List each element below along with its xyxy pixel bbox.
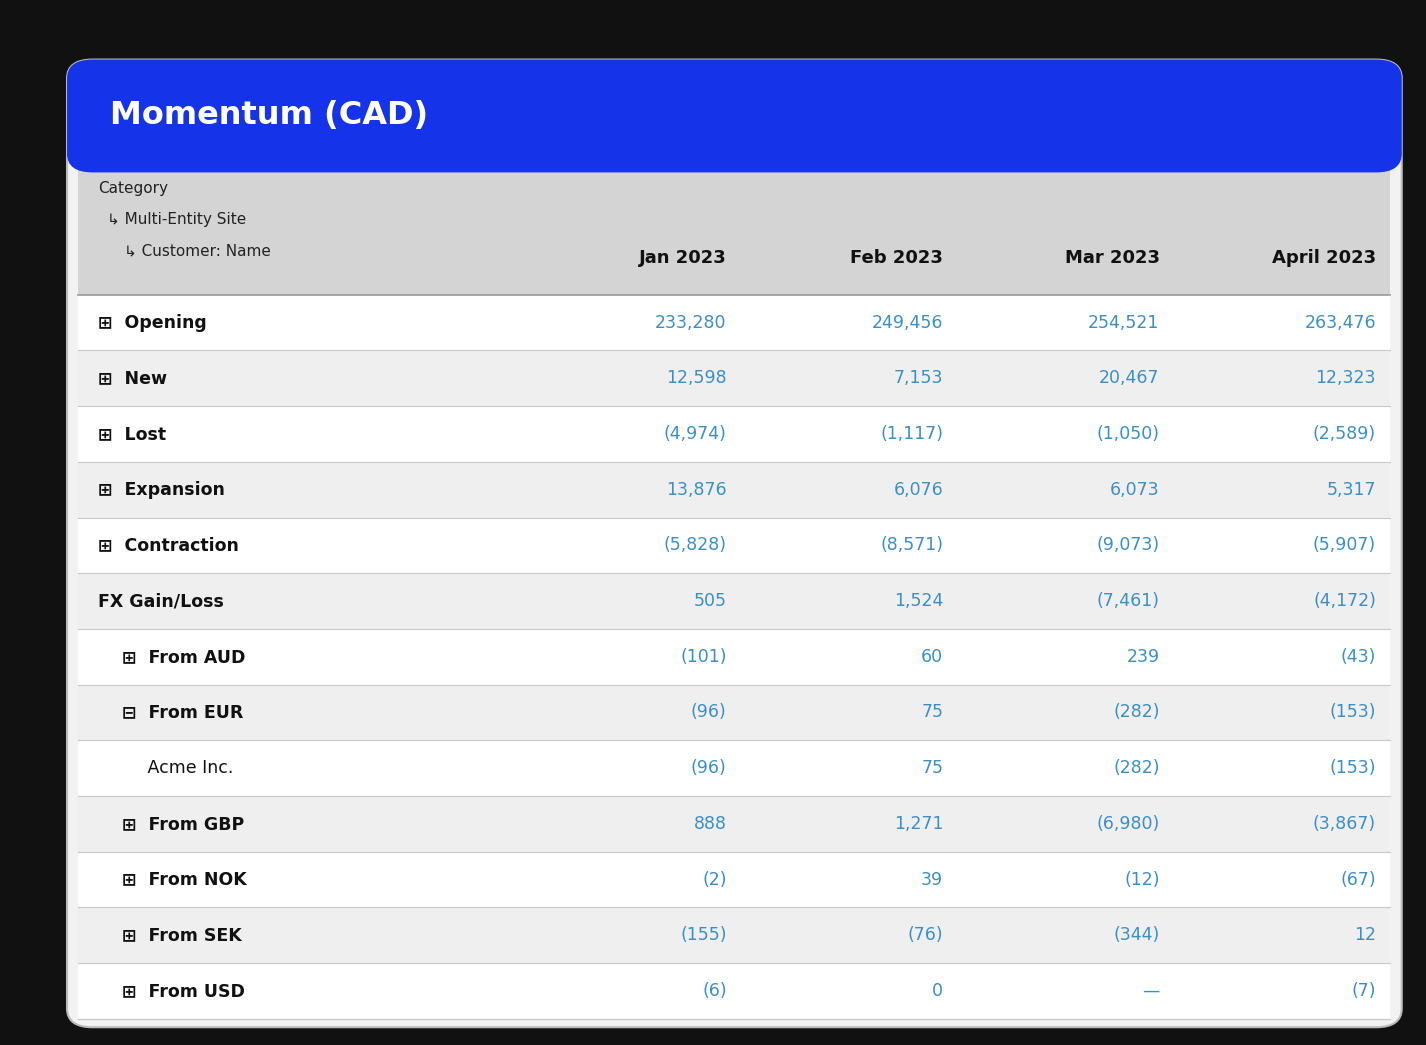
Text: (3,867): (3,867)	[1313, 815, 1376, 833]
Text: (7): (7)	[1352, 982, 1376, 1000]
Text: (344): (344)	[1114, 926, 1159, 945]
Text: 6,073: 6,073	[1109, 481, 1159, 498]
Text: ⊞  Opening: ⊞ Opening	[98, 314, 207, 331]
Text: ⊞  Contraction: ⊞ Contraction	[98, 536, 240, 554]
Text: 75: 75	[921, 703, 943, 721]
Text: (153): (153)	[1329, 703, 1376, 721]
Text: Category: Category	[98, 181, 168, 195]
Text: (2,589): (2,589)	[1313, 425, 1376, 443]
Text: (1,050): (1,050)	[1097, 425, 1159, 443]
Text: Feb 2023: Feb 2023	[850, 249, 943, 268]
Text: (8,571): (8,571)	[880, 536, 943, 554]
Text: (282): (282)	[1114, 703, 1159, 721]
Text: Mar 2023: Mar 2023	[1065, 249, 1159, 268]
Text: April 2023: April 2023	[1272, 249, 1376, 268]
Bar	[78, 462, 1390, 517]
Text: Momentum (CAD): Momentum (CAD)	[110, 100, 428, 132]
Text: Acme Inc.: Acme Inc.	[98, 760, 234, 777]
Bar	[78, 164, 1390, 295]
Text: —: —	[1142, 982, 1159, 1000]
Text: (6,980): (6,980)	[1097, 815, 1159, 833]
Text: 5,317: 5,317	[1326, 481, 1376, 498]
Text: (4,172): (4,172)	[1313, 593, 1376, 610]
Text: (76): (76)	[907, 926, 943, 945]
Text: ↳ Multi-Entity Site: ↳ Multi-Entity Site	[107, 212, 247, 227]
Text: 233,280: 233,280	[655, 314, 727, 331]
Text: 239: 239	[1127, 648, 1159, 666]
Text: 505: 505	[693, 593, 727, 610]
Text: (43): (43)	[1340, 648, 1376, 666]
Text: ⊞  New: ⊞ New	[98, 369, 167, 388]
Text: 12,598: 12,598	[666, 369, 727, 388]
Text: ⊞  Lost: ⊞ Lost	[98, 425, 167, 443]
Text: 13,876: 13,876	[666, 481, 727, 498]
Text: (5,828): (5,828)	[663, 536, 727, 554]
Bar	[78, 407, 1390, 462]
Text: 888: 888	[693, 815, 727, 833]
Text: ⊞  From AUD: ⊞ From AUD	[98, 648, 245, 666]
Bar	[78, 574, 1390, 629]
Text: 1,271: 1,271	[894, 815, 943, 833]
Text: ⊞  From GBP: ⊞ From GBP	[98, 815, 245, 833]
Text: 20,467: 20,467	[1099, 369, 1159, 388]
Text: 254,521: 254,521	[1088, 314, 1159, 331]
Text: 39: 39	[921, 870, 943, 888]
Text: 249,456: 249,456	[871, 314, 943, 331]
Text: (282): (282)	[1114, 760, 1159, 777]
Text: (67): (67)	[1340, 870, 1376, 888]
Text: 75: 75	[921, 760, 943, 777]
Text: (12): (12)	[1124, 870, 1159, 888]
FancyBboxPatch shape	[67, 60, 1402, 172]
Text: 1,524: 1,524	[894, 593, 943, 610]
Text: (96): (96)	[692, 760, 727, 777]
Text: (1,117): (1,117)	[880, 425, 943, 443]
Text: ⊞  From USD: ⊞ From USD	[98, 982, 245, 1000]
Text: 60: 60	[921, 648, 943, 666]
Bar	[78, 295, 1390, 350]
Text: ⊞  Expansion: ⊞ Expansion	[98, 481, 225, 498]
Bar	[78, 963, 1390, 1019]
Bar	[78, 907, 1390, 963]
Text: (4,974): (4,974)	[665, 425, 727, 443]
Text: (5,907): (5,907)	[1313, 536, 1376, 554]
Text: (7,461): (7,461)	[1097, 593, 1159, 610]
Text: 12: 12	[1355, 926, 1376, 945]
Text: 0: 0	[933, 982, 943, 1000]
Text: (153): (153)	[1329, 760, 1376, 777]
Text: 263,476: 263,476	[1305, 314, 1376, 331]
Bar	[78, 350, 1390, 407]
Bar	[78, 121, 1390, 164]
Text: (2): (2)	[702, 870, 727, 888]
Text: (96): (96)	[692, 703, 727, 721]
Text: (101): (101)	[680, 648, 727, 666]
Text: (9,073): (9,073)	[1097, 536, 1159, 554]
Text: ↳ Customer: Name: ↳ Customer: Name	[124, 243, 271, 258]
Text: Jan 2023: Jan 2023	[639, 249, 727, 268]
Text: 12,323: 12,323	[1316, 369, 1376, 388]
Bar	[78, 796, 1390, 852]
Bar	[78, 684, 1390, 740]
Text: ⊟  From EUR: ⊟ From EUR	[98, 703, 244, 721]
Bar	[78, 517, 1390, 574]
FancyBboxPatch shape	[67, 60, 1402, 1027]
Text: 6,076: 6,076	[894, 481, 943, 498]
Bar	[78, 629, 1390, 684]
Text: (6): (6)	[702, 982, 727, 1000]
Bar	[78, 852, 1390, 907]
Text: (155): (155)	[680, 926, 727, 945]
Bar	[78, 740, 1390, 796]
Text: FX Gain/Loss: FX Gain/Loss	[98, 593, 224, 610]
Text: ⊞  From SEK: ⊞ From SEK	[98, 926, 242, 945]
Text: ⊞  From NOK: ⊞ From NOK	[98, 870, 247, 888]
Text: 7,153: 7,153	[894, 369, 943, 388]
